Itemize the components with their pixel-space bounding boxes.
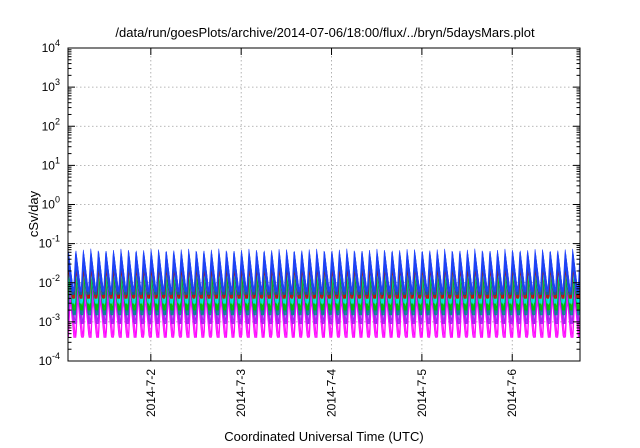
x-axis-tick-labels: 2014-7-2 2014-7-3 2014-7-4 2014-7-5 2014-7-6 bbox=[144, 369, 519, 417]
y-tick-label: 10-1 bbox=[39, 234, 60, 251]
y-axis-label: cSv/day bbox=[26, 190, 41, 237]
y-tick-label: 101 bbox=[42, 155, 60, 172]
x-tick-label: 2014-7-6 bbox=[505, 369, 519, 417]
y-tick-label: 10-3 bbox=[39, 312, 60, 329]
y-tick-label: 104 bbox=[42, 38, 60, 55]
y-axis-tick-labels: 10-4 10-3 10-2 10-1 100 101 102 103 104 bbox=[39, 38, 60, 368]
x-tick-label: 2014-7-4 bbox=[325, 369, 339, 417]
axis-ticks bbox=[68, 47, 580, 362]
x-tick-label: 2014-7-5 bbox=[415, 369, 429, 417]
y-tick-label: 103 bbox=[42, 77, 60, 94]
y-tick-label: 10-4 bbox=[39, 351, 60, 368]
data-series bbox=[68, 248, 580, 338]
y-tick-label: 100 bbox=[42, 195, 60, 212]
series-band bbox=[68, 248, 580, 292]
y-tick-label: 102 bbox=[42, 116, 60, 133]
x-tick-label: 2014-7-3 bbox=[234, 369, 248, 417]
chart-title: /data/run/goesPlots/archive/2014-07-06/1… bbox=[115, 25, 535, 40]
y-tick-label: 10-2 bbox=[39, 273, 60, 290]
x-tick-label: 2014-7-2 bbox=[144, 369, 158, 417]
x-axis-label: Coordinated Universal Time (UTC) bbox=[224, 429, 423, 444]
